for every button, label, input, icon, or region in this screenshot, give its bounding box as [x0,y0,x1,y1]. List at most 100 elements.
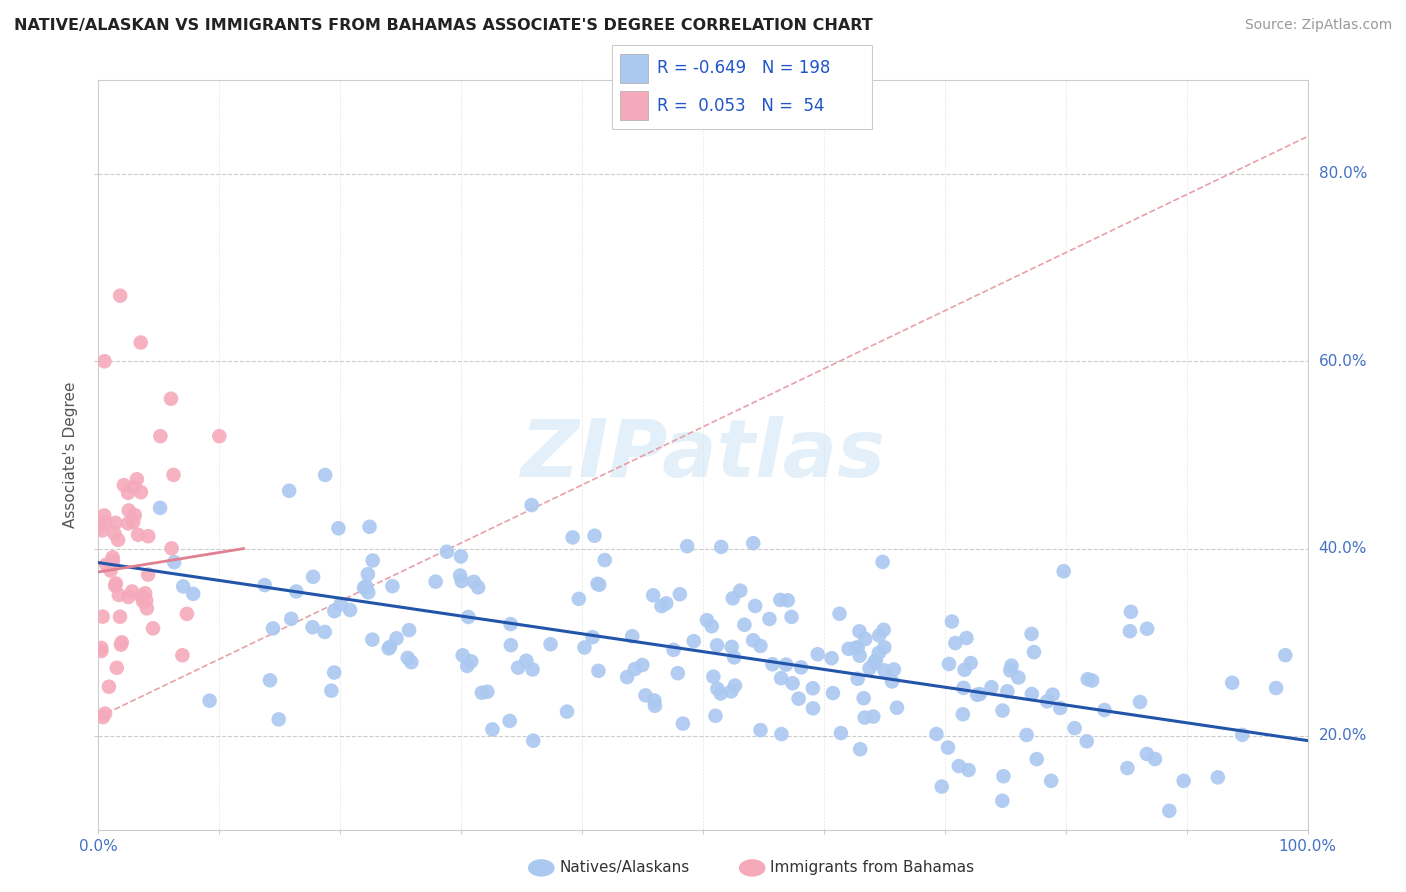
Point [278,483,301,498]
Point [886,700,908,714]
Point [1116,761,1139,775]
Point [583,529,606,543]
Point [314,468,336,483]
Point [467,580,489,594]
Point [730,583,752,598]
Point [1220,675,1243,690]
Point [449,568,471,582]
Point [498,714,520,728]
Point [129,485,152,500]
Point [830,726,852,740]
Point [957,763,980,777]
Point [588,578,610,592]
Y-axis label: Associate's Degree: Associate's Degree [63,382,79,528]
Point [450,574,472,588]
Point [696,613,718,627]
Point [724,679,747,693]
Point [568,591,591,606]
Text: ZIPatlas: ZIPatlas [520,416,886,494]
Point [883,663,905,677]
Point [101,554,124,568]
Point [761,657,783,672]
Point [457,610,479,624]
Point [357,585,380,599]
Point [770,727,793,741]
Point [721,591,744,606]
Point [586,577,609,591]
Point [134,586,156,600]
Point [104,578,127,592]
Point [111,635,134,649]
Point [267,712,290,726]
Point [1025,752,1047,766]
Point [865,653,887,667]
Point [706,681,728,696]
Point [991,794,1014,808]
Point [662,643,685,657]
Point [676,539,699,553]
Point [868,628,890,642]
Point [955,631,977,645]
Point [103,526,125,541]
Point [846,640,869,655]
Point [821,686,844,700]
Point [858,661,880,675]
Point [1021,627,1043,641]
Point [108,609,131,624]
Point [669,587,692,601]
Point [357,567,380,582]
Point [952,707,974,722]
Point [1053,564,1076,578]
Point [873,640,896,655]
Point [520,498,543,512]
Point [463,574,485,589]
Point [1265,681,1288,695]
Point [953,663,976,677]
Point [710,540,733,554]
Point [1129,695,1152,709]
Point [105,661,128,675]
Point [588,664,610,678]
Point [790,660,813,674]
Point [868,646,890,660]
Point [852,691,875,706]
Point [522,733,544,747]
Point [880,674,903,689]
Point [846,672,869,686]
Point [101,550,124,565]
Point [499,638,522,652]
Point [758,612,780,626]
Point [361,553,384,567]
Point [172,648,194,663]
Point [959,656,981,670]
Point [149,500,172,515]
Point [398,623,420,637]
Point [129,335,152,350]
Point [522,663,544,677]
Point [862,709,884,723]
Point [91,609,114,624]
Point [90,640,112,655]
Point [450,549,472,564]
Point [354,579,377,593]
Text: 40.0%: 40.0% [1319,541,1367,556]
Point [593,553,616,567]
Point [328,521,350,535]
Point [339,603,361,617]
Point [285,584,308,599]
Point [208,429,231,443]
Point [574,640,596,655]
Point [733,617,755,632]
Point [720,640,742,654]
Point [770,671,793,685]
Point [1081,673,1104,688]
Point [124,508,146,523]
Point [456,659,478,673]
Point [952,681,974,695]
Point [801,681,824,696]
Point [323,604,346,618]
Point [353,581,375,595]
Point [136,567,159,582]
Point [108,288,131,302]
Point [131,589,153,603]
